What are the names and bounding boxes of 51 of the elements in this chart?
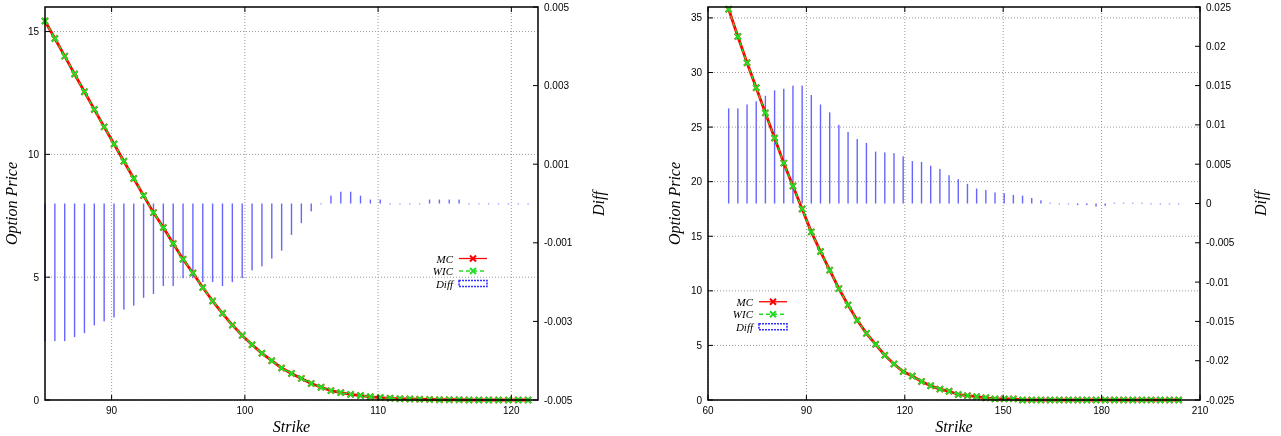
legend-label: WIC [432,265,454,278]
x-tick-label: 180 [1093,405,1111,416]
y-tick-label: 30 [690,67,703,78]
y2-tick-label: 0.005 [544,1,570,13]
x-tick-label: 90 [800,405,813,416]
y-tick-label: 5 [696,339,703,351]
y2-tick-label: 0.015 [1206,80,1232,92]
x-tick-label: 60 [702,405,714,416]
x-tick-label: 100 [236,405,254,416]
y2-tick-label: -0.02 [1206,355,1230,367]
x-axis-title: Strike [272,418,311,435]
x-tick-label: 120 [896,405,914,416]
x-tick-label: 120 [503,405,521,416]
x-axis-title: Strike [935,418,973,435]
y2-tick-label: -0.005 [544,394,573,406]
y2-axis-title: Diff [1252,188,1270,217]
y2-tick-label: 0.02 [1206,40,1226,52]
legend-label: Diff [434,277,455,290]
y2-tick-label: 0.001 [544,158,570,170]
y2-tick-label: 0.005 [1206,158,1232,170]
x-tick-label: 110 [370,405,387,416]
y2-tick-label: -0.015 [1206,315,1235,327]
x-tick-label: 90 [106,405,118,416]
y2-tick-label: -0.001 [544,237,573,249]
legend-label: Diff [734,320,755,333]
x-tick-label: 150 [994,405,1012,416]
x-tick-label: 210 [1191,405,1209,416]
y-axis-title: Option Price [666,161,684,246]
y-tick-label: 15 [27,26,40,38]
y2-tick-label: 0 [1206,198,1212,209]
y-tick-label: 25 [690,121,703,133]
y2-tick-label: -0.005 [1206,237,1235,249]
legend-label: MC [435,252,454,265]
y-tick-label: 15 [690,230,703,242]
y-tick-label: 0 [696,394,703,406]
y2-tick-label: -0.025 [1206,394,1235,406]
y2-tick-label: -0.003 [544,315,573,327]
y2-tick-label: 0.025 [1206,1,1232,13]
legend-label: MC [735,295,754,308]
y-tick-label: 10 [690,285,703,297]
y-tick-label: 20 [690,176,703,188]
y-axis-title: Option Price [3,161,21,246]
y-tick-label: 0 [33,394,40,406]
y-tick-label: 35 [690,12,703,24]
y2-tick-label: -0.01 [1206,276,1230,288]
y2-tick-label: 0.003 [544,80,570,92]
y2-axis-title: Diff [590,188,608,217]
y-tick-label: 10 [27,148,40,160]
y2-tick-label: 0.01 [1206,119,1226,131]
y-tick-label: 5 [33,271,40,283]
legend-label: WIC [732,308,754,321]
